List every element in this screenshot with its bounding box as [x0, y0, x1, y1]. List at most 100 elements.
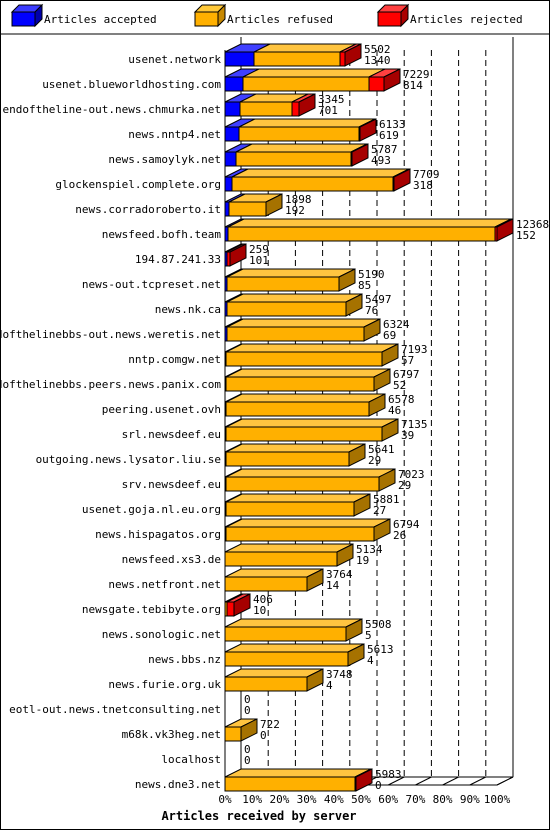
bar-side — [336, 543, 354, 567]
chart-title: Articles received by server — [161, 809, 356, 823]
value-label-accepted: 4 — [367, 654, 374, 667]
value-label-offered: 5190 — [358, 268, 385, 281]
bar-refused-front — [235, 151, 352, 167]
value-label-offered: 6578 — [388, 393, 415, 406]
bar-refused-front — [225, 476, 380, 492]
bar-side — [338, 268, 356, 292]
bar-accepted-front — [224, 176, 233, 192]
x-tick-label: 50% — [351, 793, 371, 806]
value-label-offered: 1898 — [285, 193, 312, 206]
category-label: news.furie.org.uk — [108, 678, 221, 691]
bar-refused-front — [226, 326, 365, 342]
bar-side — [229, 243, 247, 267]
value-label-offered: 5613 — [367, 643, 394, 656]
value-label-accepted: 318 — [413, 179, 433, 192]
bars — [224, 43, 514, 792]
bar-refused-top — [225, 418, 399, 428]
category-label: news-out.tcpreset.net — [82, 278, 221, 291]
legend-swatch-rejected — [377, 11, 402, 27]
bar-side — [363, 318, 381, 342]
category-label: endofthelinebbs.peers.news.panix.com — [0, 378, 221, 391]
bar-rejected-front — [368, 76, 385, 92]
tick-mark — [469, 776, 487, 786]
value-label-offered: 7229 — [403, 68, 430, 81]
category-label: news.samoylyk.net — [108, 153, 221, 166]
x-tick-label: 0% — [218, 793, 232, 806]
bar-refused-front — [227, 226, 496, 242]
bar-refused-front — [226, 276, 340, 292]
legend-swatch-rejected-side — [400, 3, 409, 28]
category-label: localhost — [161, 753, 221, 766]
bar-accepted-front — [224, 151, 237, 167]
bar-side — [393, 168, 411, 192]
bar-side — [347, 643, 365, 667]
bar-refused-top — [225, 443, 366, 453]
bar-refused-top — [225, 393, 386, 403]
value-label-offered: 259 — [249, 243, 269, 256]
bar-refused-top — [226, 268, 356, 278]
bar-side — [298, 93, 316, 117]
bar-rejected-front — [291, 101, 300, 117]
category-label: eotl-out.news.tnetconsulting.net — [9, 703, 221, 716]
value-label-offered: 7193 — [401, 343, 428, 356]
bar-accepted-front — [224, 51, 255, 67]
x-tick-label: 70% — [405, 793, 425, 806]
value-label-offered: 7135 — [401, 418, 428, 431]
value-label-accepted: 0 — [244, 704, 251, 717]
value-label-offered: 6797 — [393, 368, 420, 381]
bar-accepted-front — [224, 126, 240, 142]
value-label-offered: 5641 — [368, 443, 395, 456]
bar-side — [233, 593, 251, 617]
bar-refused-top — [225, 343, 399, 353]
x-tick-label: 10% — [242, 793, 262, 806]
value-label-offered: 6794 — [393, 518, 420, 531]
bar-refused-front — [225, 376, 375, 392]
value-label-accepted: 46 — [388, 404, 401, 417]
category-label: nntp.comgw.net — [128, 353, 221, 366]
bar-side — [240, 718, 258, 742]
category-label: news.nk.ca — [155, 303, 221, 316]
bar-accepted-front — [224, 201, 230, 217]
x-tick-label: 20% — [269, 793, 289, 806]
bar-refused-front — [224, 726, 242, 742]
value-label-offered: 6133 — [379, 118, 406, 131]
bar-refused-top — [225, 518, 391, 528]
value-label-accepted: 27 — [373, 504, 386, 517]
value-label-offered: 5497 — [365, 293, 392, 306]
category-label: outgoing.news.lysator.liu.se — [36, 453, 221, 466]
category-label: endoftheline-out.news.chmurka.net — [2, 103, 221, 116]
category-label: usenet.goja.nl.eu.org — [82, 503, 221, 516]
bar-refused-front — [225, 351, 383, 367]
tick-mark — [415, 776, 432, 786]
x-tick-label: 100% — [484, 793, 511, 806]
bar-refused-front — [238, 126, 360, 142]
bar-rejected-front — [339, 51, 346, 67]
category-label: newsfeed.xs3.de — [122, 553, 221, 566]
legend-label-accepted: Articles accepted — [44, 13, 157, 26]
value-label-accepted: 69 — [383, 329, 396, 342]
value-label-accepted: 52 — [393, 379, 406, 392]
category-label: news.bbs.nz — [148, 653, 221, 666]
value-label-offered: 5508 — [365, 618, 392, 631]
value-label-accepted: 39 — [401, 429, 414, 442]
category-label: endofthelinebbs-out.news.weretis.net — [0, 328, 221, 341]
tick-mark — [442, 776, 459, 786]
category-label: usenet.blueworldhosting.com — [42, 78, 221, 91]
bar-refused-top — [225, 368, 391, 378]
bar-side — [368, 393, 386, 417]
bar-refused-top — [226, 293, 363, 303]
bar-side — [381, 418, 399, 442]
value-label-accepted: 152 — [516, 229, 536, 242]
bar-refused-top — [242, 68, 386, 78]
value-label-offered: 5502 — [364, 43, 391, 56]
value-label-offered: 3764 — [326, 568, 353, 581]
bar-refused-front — [224, 626, 347, 642]
bar-side — [381, 343, 399, 367]
category-label: newsgate.tebibyte.org — [82, 603, 221, 616]
bar-side — [355, 768, 373, 792]
value-label-accepted: 76 — [365, 304, 378, 317]
bar-side — [306, 568, 324, 592]
legend: Articles accepted Articles refused Artic… — [10, 3, 523, 28]
bar-side — [265, 193, 283, 217]
